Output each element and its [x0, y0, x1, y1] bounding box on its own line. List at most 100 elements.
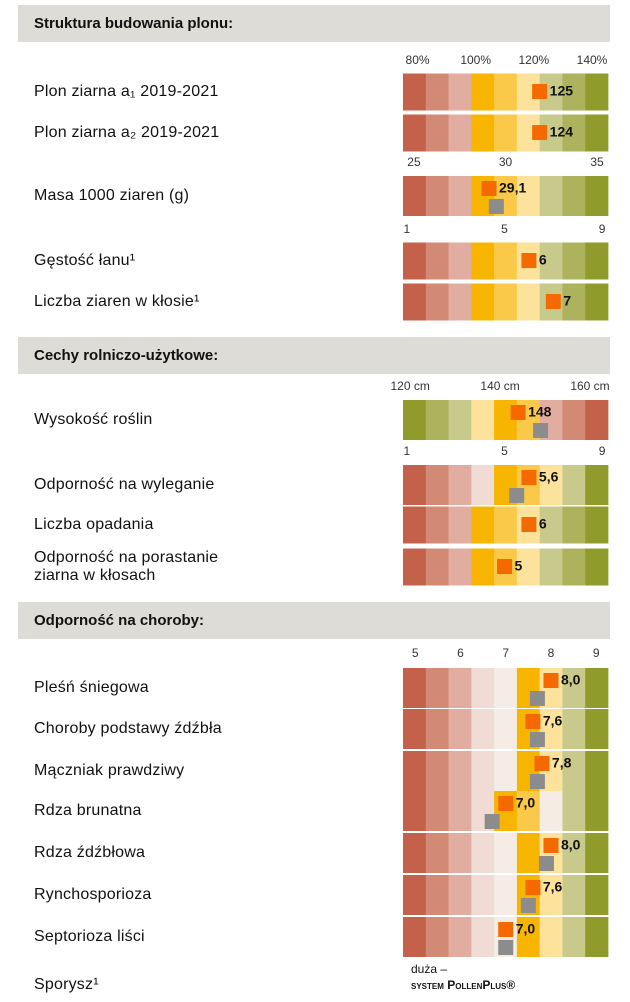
scale-cell [516, 283, 541, 321]
scale-cell [448, 242, 472, 280]
row-label: Plon ziarna a₁ 2019-2021 [34, 83, 219, 100]
scale-cell [403, 917, 427, 957]
scale-cell [539, 114, 563, 152]
scale-cell [494, 875, 518, 915]
scale-cell [425, 242, 449, 280]
scale-cell [585, 465, 609, 505]
scale-cell [471, 400, 495, 440]
scale-cell [403, 242, 427, 280]
tick-label: 5 [501, 222, 508, 236]
scale-cell [585, 548, 609, 586]
scale-cell [403, 875, 427, 915]
tick-label: 25 [407, 155, 421, 169]
value-label: 29,1 [499, 180, 526, 196]
scale-cell [585, 668, 609, 708]
scale-cell [494, 668, 518, 708]
scale-cell [562, 668, 586, 708]
scale-cell [448, 400, 472, 440]
tick-label: 1 [404, 444, 411, 458]
value-marker [481, 181, 497, 196]
scale-cell [403, 668, 427, 708]
scale-cell [516, 917, 541, 957]
scale-cell [494, 114, 518, 152]
row-label: Sporysz¹ [34, 976, 99, 993]
scale-cell [585, 875, 609, 915]
tick-label: 9 [593, 646, 600, 660]
scale-cell [539, 917, 563, 957]
scale-cell [471, 283, 495, 321]
scale-cell [562, 506, 586, 544]
value-label: 7,6 [543, 713, 563, 729]
value-marker [521, 470, 537, 485]
scale-cell [403, 465, 427, 505]
row-label: Odporność na porastanie ziarna w kłosach [34, 549, 218, 584]
scale-cell [471, 751, 495, 791]
tick-label: 5 [412, 646, 419, 660]
scale-cell [562, 400, 586, 440]
scale-cell [585, 709, 609, 749]
scale-cell [403, 73, 427, 111]
scale-cell [471, 917, 495, 957]
scale-cell [471, 506, 495, 544]
scale-cell [403, 114, 427, 152]
scale-cell [494, 242, 518, 280]
scale-cell [516, 114, 541, 152]
value-label: 8,0 [561, 672, 581, 688]
section-title: Struktura budowania plonu: [34, 15, 233, 32]
scale-cell [562, 917, 586, 957]
scale-cell [585, 242, 609, 280]
scale-cell [494, 283, 518, 321]
value-label: 7,8 [552, 755, 572, 771]
scale-cell [494, 709, 518, 749]
value-marker [543, 673, 559, 688]
value-marker [534, 756, 550, 771]
scale-cell [539, 709, 563, 749]
scale-cell [448, 548, 472, 586]
scale-cell [425, 917, 449, 957]
scale-cell [471, 833, 495, 873]
row-label: Liczba ziaren w kłosie¹ [34, 293, 200, 310]
scale-cell [425, 400, 449, 440]
scale-cell [539, 465, 563, 505]
row-label: Mączniak prawdziwy [34, 762, 184, 779]
scale-cell [448, 668, 472, 708]
scale-cell [448, 917, 472, 957]
note: system PollenPlus® [411, 978, 515, 992]
scale-cell [585, 917, 609, 957]
value-marker [545, 294, 561, 309]
scale-cell [585, 400, 609, 440]
value-label: 8,0 [561, 837, 581, 853]
scale-cell [585, 833, 609, 873]
tick-label: 140 cm [480, 379, 519, 393]
tick-label: 1 [404, 222, 411, 236]
value-label: 7 [563, 293, 571, 309]
row-label: Choroby podstawy źdźbła [34, 720, 222, 737]
scale-cell [585, 751, 609, 791]
tick-label: 8 [548, 646, 555, 660]
scale-cell [471, 73, 495, 111]
scale-cell [448, 73, 472, 111]
row-label: Wysokość roślin [34, 411, 152, 428]
scale-cell [585, 176, 609, 216]
scale-cell [425, 751, 449, 791]
scale-cell [471, 668, 495, 708]
scale-cell [425, 506, 449, 544]
scale-cell [539, 176, 563, 216]
value-marker [497, 559, 513, 574]
tick-label: 120 cm [391, 379, 430, 393]
row-label: Liczba opadania [34, 516, 154, 533]
scale-cell [425, 709, 449, 749]
value-marker [521, 517, 537, 532]
scale-cell [539, 791, 563, 831]
scale-cell [471, 242, 495, 280]
tick-label: 9 [599, 444, 606, 458]
reference-marker [529, 691, 545, 706]
scale-cell [403, 283, 427, 321]
tick-label: 5 [501, 444, 508, 458]
scale-cell [471, 709, 495, 749]
scale-cell [403, 176, 427, 216]
row-label: Rdza źdźbłowa [34, 844, 145, 861]
scale-cell [471, 548, 495, 586]
scale-cell [562, 709, 586, 749]
row-label: Odporność na wyleganie [34, 476, 215, 493]
